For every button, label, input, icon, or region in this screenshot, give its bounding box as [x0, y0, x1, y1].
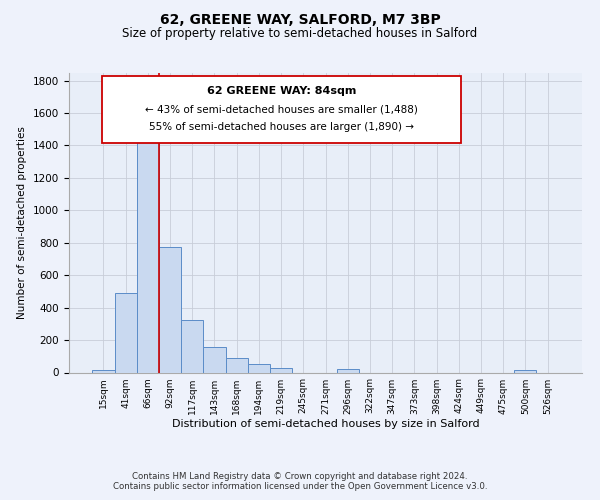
Bar [248, 364, 270, 372]
Bar [203, 348, 226, 372]
Bar [226, 358, 248, 372]
Bar [181, 320, 203, 372]
FancyBboxPatch shape [103, 76, 461, 143]
Bar [159, 247, 181, 372]
Text: Size of property relative to semi-detached houses in Salford: Size of property relative to semi-detach… [122, 28, 478, 40]
Text: Contains public sector information licensed under the Open Government Licence v3: Contains public sector information licen… [113, 482, 487, 491]
Bar [115, 293, 137, 372]
Bar [137, 128, 159, 372]
Text: 55% of semi-detached houses are larger (1,890) →: 55% of semi-detached houses are larger (… [149, 122, 415, 132]
Text: ← 43% of semi-detached houses are smaller (1,488): ← 43% of semi-detached houses are smalle… [145, 104, 418, 114]
Text: 62, GREENE WAY, SALFORD, M7 3BP: 62, GREENE WAY, SALFORD, M7 3BP [160, 12, 440, 26]
Bar [514, 370, 536, 372]
Bar [92, 370, 115, 372]
Bar [270, 368, 292, 372]
Text: Contains HM Land Registry data © Crown copyright and database right 2024.: Contains HM Land Registry data © Crown c… [132, 472, 468, 481]
Y-axis label: Number of semi-detached properties: Number of semi-detached properties [17, 126, 28, 319]
Bar [337, 370, 359, 372]
X-axis label: Distribution of semi-detached houses by size in Salford: Distribution of semi-detached houses by … [172, 420, 479, 430]
Text: 62 GREENE WAY: 84sqm: 62 GREENE WAY: 84sqm [207, 86, 356, 96]
